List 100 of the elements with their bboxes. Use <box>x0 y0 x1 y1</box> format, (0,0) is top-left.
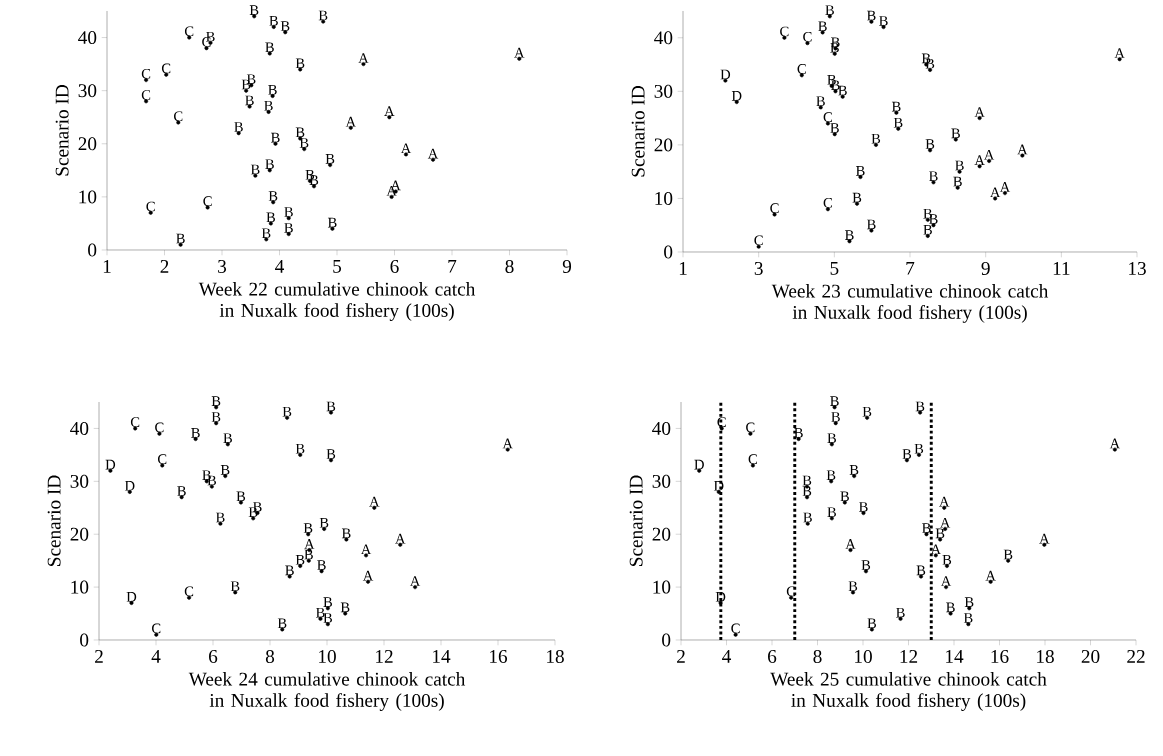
text: B <box>1003 549 1013 560</box>
text: B <box>303 523 313 533</box>
x-tick-label: 7 <box>906 261 915 275</box>
y-tick-label: 20 <box>654 138 673 152</box>
x-tick-label: 16 <box>490 650 508 663</box>
text: B <box>295 127 305 138</box>
text: B <box>867 618 877 629</box>
text: B <box>317 560 326 570</box>
x-tick-label: 12 <box>900 650 918 663</box>
text: C <box>746 422 755 433</box>
text: C <box>770 203 779 214</box>
text: B <box>230 581 240 592</box>
text: B <box>861 560 871 570</box>
text: A <box>502 438 513 449</box>
text: B <box>902 449 912 459</box>
text: B <box>250 164 260 175</box>
text: A <box>384 106 395 116</box>
x-tick-label: 8 <box>813 650 822 663</box>
text: C <box>731 623 740 634</box>
text: A <box>409 576 421 586</box>
x-tick-label: 1 <box>103 259 111 273</box>
y-tick-label: 30 <box>652 474 671 488</box>
text: B <box>896 607 905 618</box>
x-tick-label: 6 <box>390 260 399 273</box>
text: B <box>318 10 328 21</box>
x-axis-title: Week 25 cumulative chinook catch in Nuxalk food fishery (100s) <box>770 672 1047 711</box>
text: B <box>871 133 881 144</box>
text: D <box>124 480 135 491</box>
x-tick-label: 8 <box>265 650 275 663</box>
text: B <box>191 428 200 438</box>
text: B <box>803 512 812 523</box>
text: B <box>220 465 230 475</box>
text: B <box>914 443 924 454</box>
text: D <box>731 91 742 101</box>
text: A <box>400 143 412 154</box>
text: B <box>285 565 294 576</box>
text: A <box>1114 48 1125 58</box>
series-label: D <box>105 459 116 470</box>
series-label: B <box>923 224 932 235</box>
text: B <box>284 223 293 233</box>
text: A <box>345 116 356 127</box>
x-axis-title: Week 24 cumulative chinook catch in Nuxalk food fishery (100s) <box>188 672 466 711</box>
text: B <box>277 618 287 629</box>
text: B <box>964 597 974 607</box>
x-tick-label: 4 <box>151 650 161 663</box>
x-tick-label: 22 <box>1127 650 1145 663</box>
text: B <box>323 597 332 607</box>
text: B <box>269 15 278 26</box>
text: B <box>916 565 926 576</box>
y-axis-title: Scenario ID <box>47 475 61 566</box>
text: B <box>838 85 847 96</box>
x-axis-title: Week 23 cumulative chinook catch in Nuxalk food fishery (100s) <box>771 284 1049 323</box>
x-tick-label: 16 <box>991 650 1009 663</box>
text: B <box>234 122 243 132</box>
text: A <box>990 187 1001 198</box>
text: B <box>284 207 293 217</box>
text: A <box>1109 438 1121 449</box>
x-tick-label: 2 <box>95 650 103 663</box>
y-tick-label: 10 <box>79 190 97 204</box>
text: A <box>1017 144 1028 155</box>
text: B <box>816 96 825 107</box>
text: C <box>754 235 763 246</box>
text: B <box>953 176 962 187</box>
text: B <box>922 523 931 533</box>
x-tick-label: 7 <box>448 259 457 273</box>
y-tick-label: 20 <box>652 527 671 541</box>
text: B <box>295 443 305 454</box>
text: B <box>264 100 273 111</box>
text: B <box>268 191 278 201</box>
text: A <box>974 107 985 117</box>
text: B <box>840 491 849 502</box>
series-label: C <box>823 112 832 123</box>
y-tick-label: 10 <box>653 580 671 594</box>
text: B <box>825 5 834 16</box>
text: B <box>176 233 185 244</box>
text: D <box>715 592 726 602</box>
series-label: D <box>720 69 731 80</box>
text: C <box>823 198 832 208</box>
text: B <box>862 406 872 417</box>
text: B <box>245 95 254 106</box>
text: B <box>315 607 325 618</box>
text: A <box>304 539 315 549</box>
x-tick-label: 13 <box>1129 262 1146 275</box>
y-tick-label: 30 <box>70 474 89 488</box>
text: B <box>341 528 351 539</box>
text: B <box>848 581 858 592</box>
text: C <box>152 623 161 634</box>
text: C <box>748 454 757 465</box>
x-tick-label: 18 <box>1037 650 1054 663</box>
text: B <box>963 613 973 623</box>
y-axis-title: Scenario ID <box>629 475 643 566</box>
series-label: A <box>930 544 941 555</box>
text: B <box>893 117 903 128</box>
text: A <box>362 570 374 581</box>
x-tick-label: 3 <box>218 260 227 273</box>
text: B <box>946 602 955 613</box>
text: B <box>326 449 336 459</box>
text: B <box>955 160 964 171</box>
y-tick-label: 40 <box>78 31 97 45</box>
text: A <box>369 496 380 507</box>
